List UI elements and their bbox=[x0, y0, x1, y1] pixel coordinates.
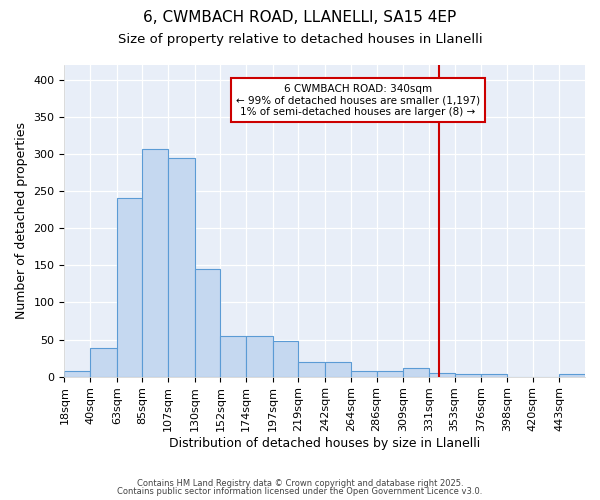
Bar bbox=[142, 149, 168, 376]
Text: Contains public sector information licensed under the Open Government Licence v3: Contains public sector information licen… bbox=[118, 487, 482, 496]
Bar bbox=[220, 336, 246, 376]
X-axis label: Distribution of detached houses by size in Llanelli: Distribution of detached houses by size … bbox=[169, 437, 481, 450]
Bar bbox=[298, 362, 325, 376]
Bar bbox=[273, 341, 298, 376]
Bar bbox=[377, 370, 403, 376]
Bar bbox=[559, 374, 585, 376]
Text: 6 CWMBACH ROAD: 340sqm
← 99% of detached houses are smaller (1,197)
1% of semi-d: 6 CWMBACH ROAD: 340sqm ← 99% of detached… bbox=[236, 84, 480, 116]
Bar bbox=[455, 374, 481, 376]
Bar bbox=[195, 269, 220, 376]
Bar bbox=[168, 158, 195, 376]
Bar bbox=[90, 348, 117, 376]
Text: 6, CWMBACH ROAD, LLANELLI, SA15 4EP: 6, CWMBACH ROAD, LLANELLI, SA15 4EP bbox=[143, 10, 457, 25]
Bar bbox=[117, 198, 142, 376]
Bar bbox=[429, 373, 455, 376]
Bar bbox=[403, 368, 429, 376]
Y-axis label: Number of detached properties: Number of detached properties bbox=[15, 122, 28, 320]
Bar bbox=[64, 370, 90, 376]
Bar bbox=[325, 362, 351, 376]
Bar bbox=[246, 336, 273, 376]
Bar bbox=[481, 374, 507, 376]
Bar bbox=[351, 370, 377, 376]
Text: Size of property relative to detached houses in Llanelli: Size of property relative to detached ho… bbox=[118, 32, 482, 46]
Text: Contains HM Land Registry data © Crown copyright and database right 2025.: Contains HM Land Registry data © Crown c… bbox=[137, 478, 463, 488]
